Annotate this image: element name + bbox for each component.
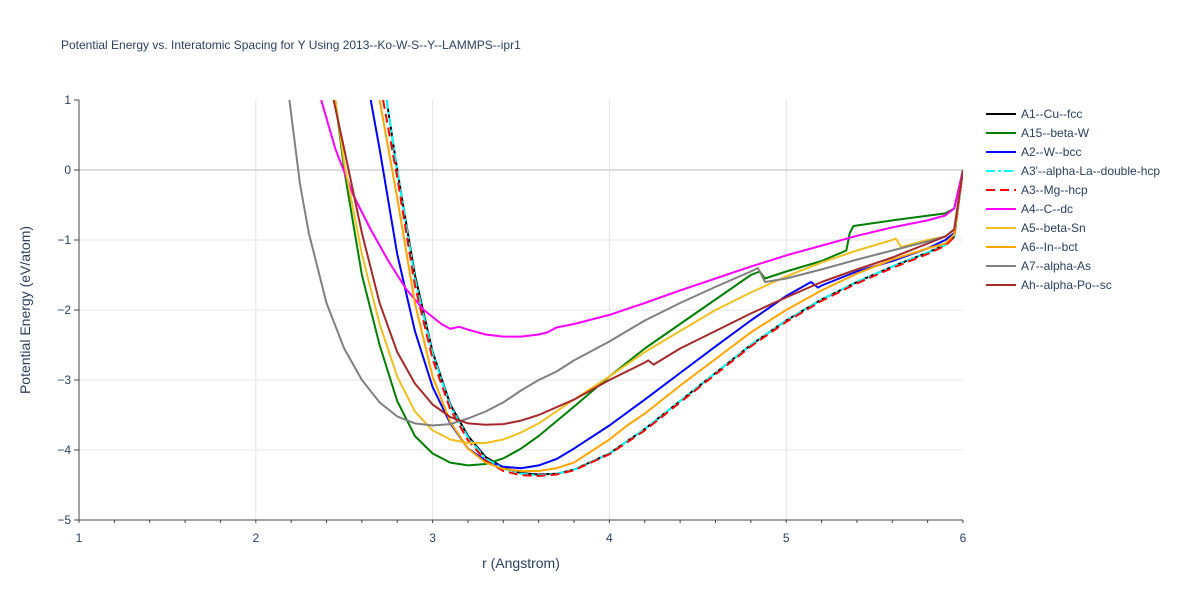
legend-label: A3'--alpha-La--double-hcp (1021, 164, 1160, 178)
legend-item[interactable]: A3'--alpha-La--double-hcp (986, 164, 1160, 178)
x-tick-label: 2 (252, 531, 259, 545)
legend-item[interactable]: Ah--alpha-Po--sc (986, 278, 1112, 292)
y-tick-label: 1 (64, 93, 71, 107)
series-line (334, 100, 963, 444)
legend-label: A15--beta-W (1021, 126, 1090, 140)
legend-item[interactable]: A2--W--bcc (986, 145, 1081, 159)
x-tick-label: 4 (606, 531, 613, 545)
series-line (382, 100, 963, 477)
legend-label: A3--Mg--hcp (1021, 183, 1088, 197)
legend-label: A6--In--bct (1021, 240, 1078, 254)
legend-label: A7--alpha-As (1021, 259, 1091, 273)
series-line (378, 100, 963, 472)
x-tick-label: 5 (783, 531, 790, 545)
x-tick-label: 3 (429, 531, 436, 545)
legend-item[interactable]: A15--beta-W (986, 126, 1090, 140)
legend-item[interactable]: A3--Mg--hcp (986, 183, 1088, 197)
x-axis-title: r (Angstrom) (482, 555, 560, 571)
y-tick-label: −4 (57, 443, 71, 457)
legend-label: Ah--alpha-Po--sc (1021, 278, 1112, 292)
y-tick-label: 0 (64, 163, 71, 177)
x-tick-label: 6 (960, 531, 967, 545)
y-tick-label: −3 (57, 373, 71, 387)
grid (79, 100, 963, 520)
y-tick-label: −1 (57, 233, 71, 247)
legend-label: A5--beta-Sn (1021, 221, 1086, 235)
series-line (385, 100, 963, 477)
legend-label: A1--Cu--fcc (1021, 107, 1082, 121)
legend-item[interactable]: A6--In--bct (986, 240, 1078, 254)
legend-item[interactable]: A4--C--dc (986, 202, 1073, 216)
legend-item[interactable]: A5--beta-Sn (986, 221, 1086, 235)
axes: 1 2 3 4 5 6 1 0 −1 −2 −3 −4 −5 (57, 93, 966, 545)
series-line (385, 100, 963, 476)
series-line (332, 100, 963, 426)
series-line (288, 100, 963, 427)
x-tick-label: 1 (76, 531, 83, 545)
legend-label: A2--W--bcc (1021, 145, 1081, 159)
y-tick-label: −2 (57, 303, 71, 317)
series-line (320, 100, 963, 338)
legend-item[interactable]: A7--alpha-As (986, 259, 1091, 273)
legend: A1--Cu--fcc A15--beta-W A2--W--bcc A3'--alp… (986, 107, 1160, 292)
chart-title: Potential Energy vs. Interatomic Spacing… (61, 38, 521, 52)
legend-item[interactable]: A1--Cu--fcc (986, 107, 1082, 121)
series-lines (288, 100, 963, 477)
series-line (334, 100, 963, 467)
y-axis-title: Potential Energy (eV/atom) (17, 226, 33, 394)
legend-label: A4--C--dc (1021, 202, 1073, 216)
y-tick-label: −5 (57, 513, 71, 527)
